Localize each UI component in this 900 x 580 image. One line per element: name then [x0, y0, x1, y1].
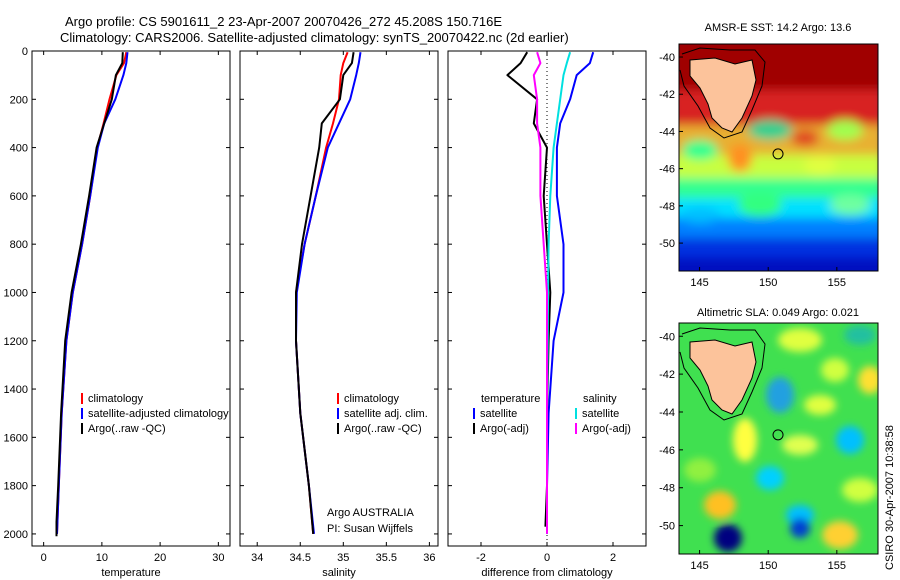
y-tick-label: 600 — [10, 191, 28, 203]
legend-label: Argo(-adj) — [582, 423, 631, 435]
x-tick-label: -2 — [476, 552, 486, 564]
x-tick-label: 0 — [544, 552, 550, 564]
y-tick-label: 1400 — [4, 384, 28, 396]
legend-label: Argo(-adj) — [480, 423, 529, 435]
figure-title-line2: Climatology: CARS2006. Satellite-adjuste… — [60, 30, 569, 45]
lat-tick-label: -42 — [659, 369, 675, 381]
salinity-axes-frame — [239, 50, 439, 547]
series-line-argo-adj- — [532, 51, 548, 534]
y-tick-label: 1800 — [4, 481, 28, 493]
salinity-xlabel: salinity — [322, 567, 356, 579]
legend-label: satellite-adjusted climatology — [88, 408, 229, 420]
bathymetry-contour — [679, 327, 766, 421]
timestamp-stamp: CSIRO 30-Apr-2007 10:38:58 — [884, 425, 896, 570]
temperature-panel: 0 10 20 30 0 200 400 600 800 1000 1200 1400 1600 1800… — [4, 46, 231, 579]
x-tick-label: 0 — [41, 552, 47, 564]
sla-map-frame — [678, 322, 879, 555]
lat-tick-label: -50 — [659, 521, 675, 533]
series-line-argo-raw-qc- — [295, 52, 355, 534]
annotation-pi-name: PI: Susan Wijffels — [327, 523, 413, 535]
legend-label: Argo(..raw -QC) — [344, 423, 422, 435]
sla-field — [684, 325, 878, 552]
series-line-argo-raw-qc- — [55, 52, 124, 537]
lat-tick-label: -42 — [659, 89, 675, 101]
y-tick-label: 0 — [22, 46, 28, 58]
x-tick-label: 34.5 — [290, 552, 311, 564]
bathymetry-contour — [679, 47, 766, 139]
y-tick-label: 400 — [10, 143, 28, 155]
lat-tick-label: -40 — [659, 331, 675, 343]
lat-tick-label: -44 — [659, 126, 675, 138]
sst-map-frame — [678, 43, 879, 272]
lon-tick-label: 150 — [759, 560, 777, 572]
sla-map-panel: Altimetric SLA: 0.049 Argo: 0.021 — [659, 307, 879, 572]
tasmania-landmass — [689, 339, 757, 415]
lat-tick-label: -46 — [659, 164, 675, 176]
lat-tick-label: -48 — [659, 483, 675, 495]
y-tick-label: 200 — [10, 94, 28, 106]
lon-tick-label: 145 — [690, 277, 708, 289]
y-tick-label: 2000 — [4, 529, 28, 541]
sst-map-title: AMSR-E SST: 14.2 Argo: 13.6 — [705, 22, 852, 34]
lat-tick-label: -50 — [659, 238, 675, 250]
x-tick-label: 35.5 — [376, 552, 397, 564]
legend-label: satellite — [582, 408, 619, 420]
legend-label: satellite adj. clim. — [344, 408, 428, 420]
x-tick-label: 34 — [251, 552, 263, 564]
difference-panel: -2 0 2 difference from climatology tempera… — [447, 50, 647, 579]
lat-tick-label: -44 — [659, 407, 675, 419]
argo-float-marker — [772, 148, 784, 160]
lon-tick-label: 150 — [759, 277, 777, 289]
tasmania-landmass — [689, 57, 757, 133]
lon-tick-label: 155 — [828, 560, 846, 572]
y-tick-label: 1600 — [4, 432, 28, 444]
x-tick-label: 20 — [154, 552, 166, 564]
difference-xlabel: difference from climatology — [481, 567, 613, 579]
figure-title-line1: Argo profile: CS 5901611_2 23-Apr-2007 2… — [65, 14, 502, 29]
lon-tick-label: 145 — [690, 560, 708, 572]
legend-header-temperature: temperature — [481, 393, 540, 405]
lat-tick-label: -40 — [659, 52, 675, 64]
salinity-legend: climatology satellite adj. clim. Argo(..ra… — [337, 393, 428, 435]
temperature-axes-frame — [31, 50, 231, 547]
legend-label: climatology — [344, 393, 400, 405]
x-tick-label: 36 — [423, 552, 435, 564]
legend-header-salinity: salinity — [583, 393, 617, 405]
temperature-xlabel: temperature — [101, 567, 160, 579]
legend-label: climatology — [88, 393, 144, 405]
x-tick-label: 2 — [610, 552, 616, 564]
salinity-panel: 34 34.5 35 35.5 36 salinity climatology satel… — [239, 50, 439, 579]
x-tick-label: 10 — [96, 552, 108, 564]
sla-map-title: Altimetric SLA: 0.049 Argo: 0.021 — [697, 307, 859, 319]
lon-tick-label: 155 — [828, 277, 846, 289]
y-tick-label: 1200 — [4, 336, 28, 348]
difference-legend: temperature salinity satellite Argo(-adj) sa… — [473, 393, 631, 435]
argo-float-marker — [772, 429, 784, 441]
legend-label: satellite — [480, 408, 517, 420]
legend-label: Argo(..raw -QC) — [88, 423, 166, 435]
annotation-argo-australia: Argo AUSTRALIA — [327, 507, 414, 519]
lat-tick-label: -46 — [659, 445, 675, 457]
temperature-legend: climatology satellite-adjusted climatolog… — [81, 393, 229, 435]
y-tick-label: 1000 — [4, 287, 28, 299]
lat-tick-label: -48 — [659, 201, 675, 213]
x-tick-label: 30 — [212, 552, 224, 564]
x-tick-label: 35 — [337, 552, 349, 564]
series-line-satellite — [546, 51, 595, 534]
sst-map-panel: AMSR-E SST: 14.2 Argo: 13.6 — [659, 22, 879, 289]
y-tick-label: 800 — [10, 239, 28, 251]
